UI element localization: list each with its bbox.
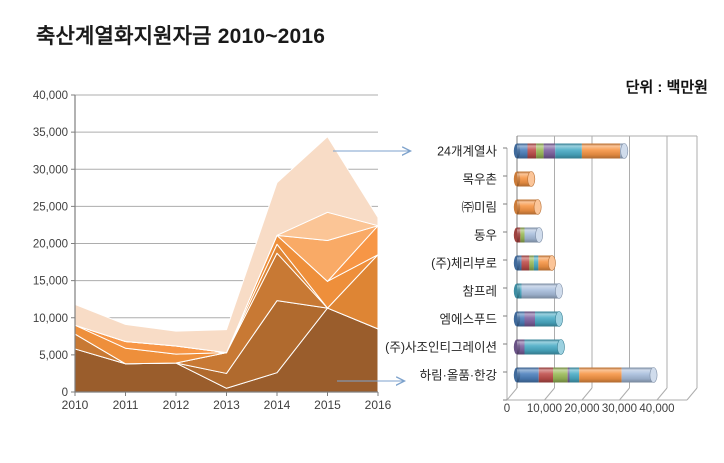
bar-x-tick-label: 30,000 — [602, 403, 637, 415]
area-series-8 — [74, 136, 379, 354]
bar-row — [513, 227, 544, 243]
area-y-tick-label: 5,000 — [39, 350, 68, 362]
bar-cylinder-shading — [517, 367, 654, 383]
area-x-tick-label: 2016 — [365, 398, 392, 412]
bar-right-cap — [527, 171, 536, 187]
bar-right-cap — [535, 227, 544, 243]
bar-row — [513, 311, 563, 327]
page-title: 축산계열화지원자금 2010~2016 — [36, 20, 325, 50]
bar-row — [513, 143, 629, 159]
bar-right-cap — [533, 199, 542, 215]
area-y-tick-label: 0 — [62, 387, 68, 399]
area-y-tick-label: 15,000 — [33, 276, 68, 288]
area-x-tick-label: 2013 — [213, 398, 240, 412]
bar-right-cap — [556, 339, 565, 355]
bar-category-label: (주)사조인티그레이션 — [385, 341, 497, 355]
bar-category-label: (주)체리부로 — [431, 257, 497, 271]
bar-right-cap — [555, 283, 563, 299]
area-x-tick-label: 2010 — [62, 398, 89, 412]
area-y-tick-label: 10,000 — [33, 313, 68, 325]
bar-category-label: ㈜미림 — [461, 201, 497, 215]
page-title-main: 축산계열화지원자금 — [36, 25, 212, 48]
bar-floor-tick — [544, 387, 555, 401]
area-y-tick-label: 20,000 — [33, 239, 68, 251]
bar-x-tick-label: 20,000 — [564, 403, 599, 415]
area-chart: 40,000 35,000 30,000 25,000 20,000 15,000 10,0… — [33, 90, 392, 412]
bar-category-label: 목우촌 — [462, 173, 497, 187]
bar-floor-tick — [506, 387, 518, 401]
bar-cylinder-shading — [517, 311, 559, 327]
bar-floor-tick — [656, 387, 668, 401]
bar-right-cap — [547, 255, 556, 271]
area-y-tick-label: 40,000 — [33, 90, 68, 102]
bar-cylinder-shading — [517, 255, 552, 271]
area-x-tick-label: 2015 — [314, 398, 341, 412]
bar-floor-tick — [619, 387, 630, 401]
bar-category-label: 하림·올품·한강 — [420, 369, 498, 383]
area-y-tick-label: 35,000 — [33, 127, 68, 139]
bar-category-label: 엠에스푸드 — [439, 313, 497, 327]
bar-row — [513, 283, 563, 299]
bar-cylinder-shading — [517, 143, 625, 159]
area-x-tick-label: 2014 — [264, 398, 291, 412]
area-y-tick-label: 25,000 — [33, 201, 68, 213]
bar-category-label: 참프레 — [462, 285, 497, 299]
bar-cylinder-shading — [517, 283, 559, 299]
area-y-tick-label: 30,000 — [33, 164, 68, 176]
bar-category-label: 동우 — [474, 229, 497, 243]
bar-x-tick-label: 0 — [504, 403, 510, 415]
bar-floor-tick — [581, 387, 593, 401]
bar-x-tick-label: 10,000 — [527, 403, 562, 415]
bar-row — [513, 367, 658, 383]
bar-wall-floor-edge — [686, 387, 698, 401]
bar-cylinder-shading — [517, 227, 540, 243]
bar-cylinder-shading — [517, 199, 538, 215]
page-title-range: 2010~2016 — [217, 25, 326, 48]
bar-category-label: 24개계열사 — [437, 145, 497, 159]
unit-label: 단위 : 백만원 — [625, 79, 708, 96]
bar-row — [513, 199, 542, 215]
area-x-tick-label: 2011 — [113, 398, 139, 412]
bar-row — [513, 255, 556, 271]
bar-row — [513, 339, 565, 355]
bar-right-cap — [649, 367, 658, 383]
bar-x-tick-label: 40,000 — [639, 403, 674, 415]
bar-right-cap — [620, 143, 629, 159]
bar-cylinder-shading — [517, 339, 561, 355]
bar-row — [513, 171, 536, 187]
area-x-tick-label: 2012 — [163, 398, 190, 412]
bar-right-cap — [555, 311, 563, 327]
bar-cylinder-shading — [517, 171, 532, 187]
